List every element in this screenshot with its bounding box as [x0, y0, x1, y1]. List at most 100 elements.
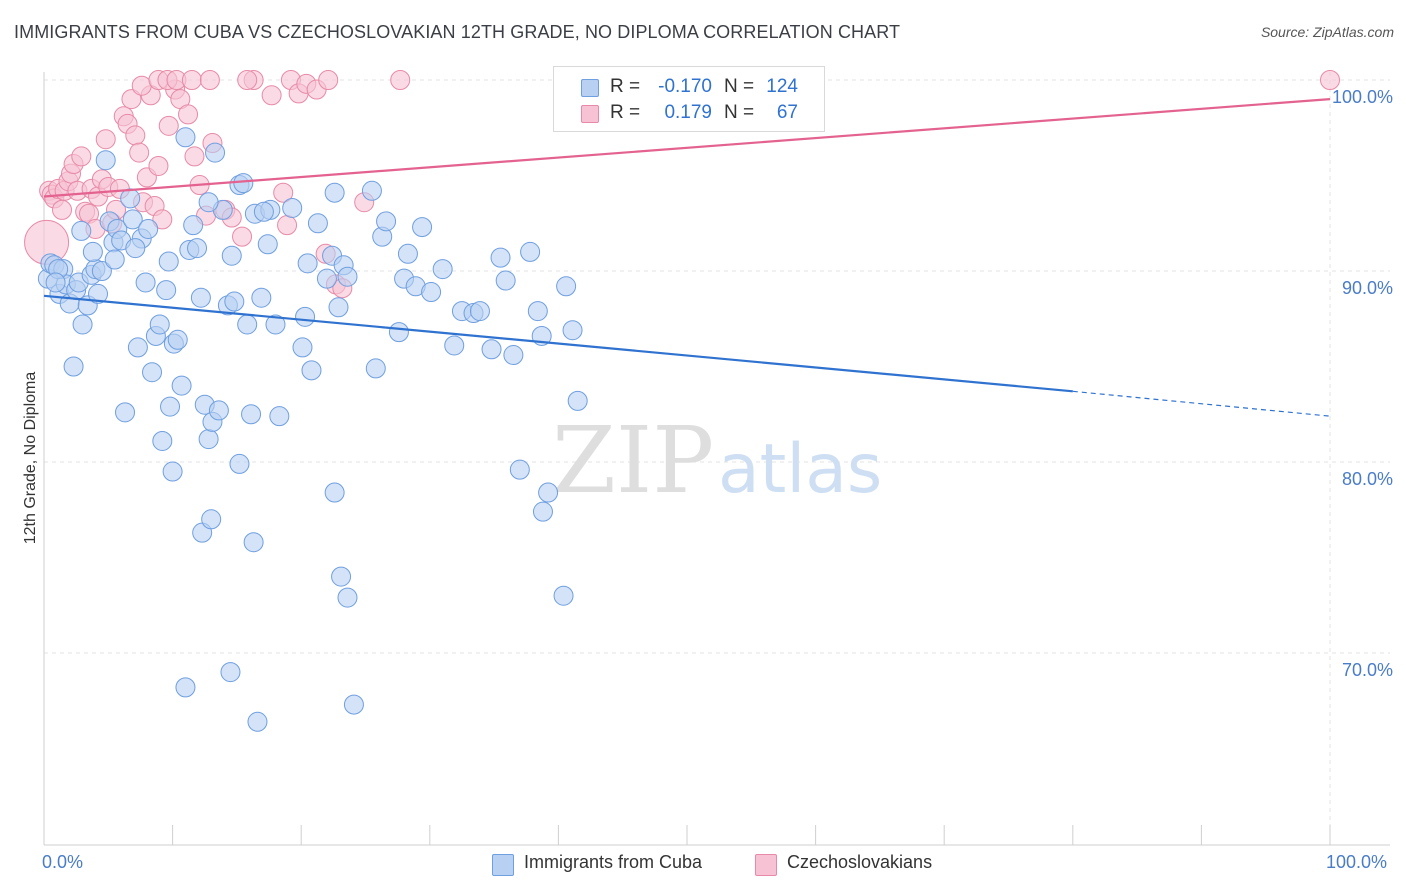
point-immigrants-from-cuba: [171, 375, 192, 396]
point-immigrants-from-cuba: [175, 127, 196, 148]
point-immigrants-from-cuba: [503, 345, 524, 366]
source-label: Source: ZipAtlas.com: [1260, 24, 1394, 40]
legend-r-label: R =: [610, 76, 641, 97]
point-czechoslovakians: [277, 215, 298, 236]
y-tick-label: 100.0%: [1332, 87, 1393, 107]
trend-line-cuba-extension: [1072, 390, 1331, 417]
point-immigrants-from-cuba: [562, 320, 583, 341]
watermark: ZIP atlas: [552, 407, 882, 514]
point-immigrants-from-cuba: [120, 188, 141, 209]
legend-swatch-czech: [755, 854, 777, 876]
y-tick-label: 80.0%: [1342, 469, 1393, 489]
point-immigrants-from-cuba: [82, 241, 103, 262]
point-immigrants-from-cuba: [412, 217, 433, 238]
point-immigrants-from-cuba: [237, 314, 258, 335]
legend-label-cuba: Immigrants from Cuba: [524, 852, 703, 872]
point-immigrants-from-cuba: [142, 362, 163, 383]
point-immigrants-from-cuba: [307, 213, 328, 234]
point-czechoslovakians: [129, 142, 150, 163]
legend-n-value: 124: [766, 76, 798, 97]
point-immigrants-from-cuba: [251, 287, 272, 308]
legend-n-label: N =: [724, 76, 755, 97]
point-immigrants-from-cuba: [152, 430, 173, 451]
point-immigrants-from-cuba: [324, 482, 345, 503]
series-immigrants-from-cuba: [37, 127, 588, 732]
point-immigrants-from-cuba: [95, 150, 116, 171]
trend-line-czech: [43, 98, 1331, 198]
point-immigrants-from-cuba: [556, 276, 577, 297]
legend-swatch-cuba: [492, 854, 514, 876]
point-immigrants-from-cuba: [135, 272, 156, 293]
point-immigrants-from-cuba: [45, 272, 66, 293]
point-czechoslovakians: [131, 75, 152, 96]
point-czechoslovakians: [52, 199, 73, 220]
point-immigrants-from-cuba: [292, 337, 313, 358]
legend-swatch-cuba: [581, 79, 599, 97]
x-tick-min: 0.0%: [42, 852, 84, 872]
point-immigrants-from-cuba: [190, 287, 211, 308]
point-immigrants-from-cuba: [198, 429, 219, 450]
y-axis-label: 12th Grade, No Diploma: [22, 371, 39, 545]
point-immigrants-from-cuba: [553, 585, 574, 606]
point-immigrants-from-cuba: [269, 406, 290, 427]
point-immigrants-from-cuba: [233, 173, 254, 194]
legend-row-czech: R = 0.179 N = 67: [554, 101, 824, 127]
point-immigrants-from-cuba: [167, 329, 188, 350]
point-czechoslovakians: [148, 155, 169, 176]
point-immigrants-from-cuba: [208, 400, 229, 421]
point-immigrants-from-cuba: [337, 587, 358, 608]
point-czechoslovakians: [237, 70, 258, 90]
point-czechoslovakians: [71, 146, 92, 167]
point-immigrants-from-cuba: [301, 360, 322, 381]
point-immigrants-from-cuba: [187, 238, 208, 259]
point-immigrants-from-cuba: [241, 404, 262, 425]
point-czechoslovakians: [390, 70, 411, 90]
point-immigrants-from-cuba: [520, 241, 541, 262]
point-immigrants-from-cuba: [469, 301, 490, 322]
point-immigrants-from-cuba: [509, 459, 530, 480]
point-immigrants-from-cuba: [72, 314, 93, 335]
point-immigrants-from-cuba: [297, 253, 318, 274]
point-immigrants-from-cuba: [156, 280, 177, 301]
point-immigrants-from-cuba: [282, 197, 303, 218]
point-czechoslovakians: [95, 129, 116, 150]
point-immigrants-from-cuba: [138, 218, 159, 239]
point-immigrants-from-cuba: [365, 358, 386, 379]
legend-row-cuba: R = -0.170 N = 124: [554, 75, 824, 101]
point-immigrants-from-cuba: [444, 335, 465, 356]
point-immigrants-from-cuba: [149, 314, 170, 335]
point-immigrants-from-cuba: [247, 711, 268, 732]
point-czechoslovakians: [181, 70, 202, 90]
point-immigrants-from-cuba: [205, 142, 226, 163]
point-immigrants-from-cuba: [63, 356, 84, 377]
point-immigrants-from-cuba: [495, 270, 516, 291]
legend-swatch-czech: [581, 105, 599, 123]
point-immigrants-from-cuba: [295, 306, 316, 327]
y-tick-labels: 100.0% 90.0% 80.0% 70.0%: [1332, 87, 1393, 680]
point-immigrants-from-cuba: [328, 297, 349, 318]
point-czechoslovakians: [232, 226, 253, 247]
point-immigrants-from-cuba: [71, 220, 92, 241]
point-immigrants-from-cuba: [538, 482, 559, 503]
point-czechoslovakians: [261, 85, 282, 106]
point-immigrants-from-cuba: [127, 337, 148, 358]
x-tick-max: 100.0%: [1326, 852, 1388, 872]
point-czechoslovakians: [1320, 70, 1340, 90]
legend-r-label: R =: [610, 102, 641, 123]
watermark-atlas: atlas: [718, 430, 882, 509]
legend-n-value: 67: [776, 102, 798, 123]
point-immigrants-from-cuba: [220, 662, 241, 683]
point-immigrants-from-cuba: [160, 396, 181, 417]
point-immigrants-from-cuba: [158, 251, 179, 272]
legend-r-value: 0.179: [664, 102, 712, 123]
point-czechoslovakians: [199, 70, 220, 90]
point-immigrants-from-cuba: [316, 268, 337, 289]
point-immigrants-from-cuba: [397, 243, 418, 264]
point-immigrants-from-cuba: [257, 234, 278, 255]
point-immigrants-from-cuba: [162, 461, 183, 482]
point-czechoslovakians: [318, 70, 339, 90]
point-immigrants-from-cuba: [527, 301, 548, 322]
point-immigrants-from-cuba: [201, 509, 222, 530]
point-immigrants-from-cuba: [91, 261, 112, 281]
correlation-legend: R = -0.170 N = 124 R = 0.179 N = 67: [553, 66, 825, 132]
